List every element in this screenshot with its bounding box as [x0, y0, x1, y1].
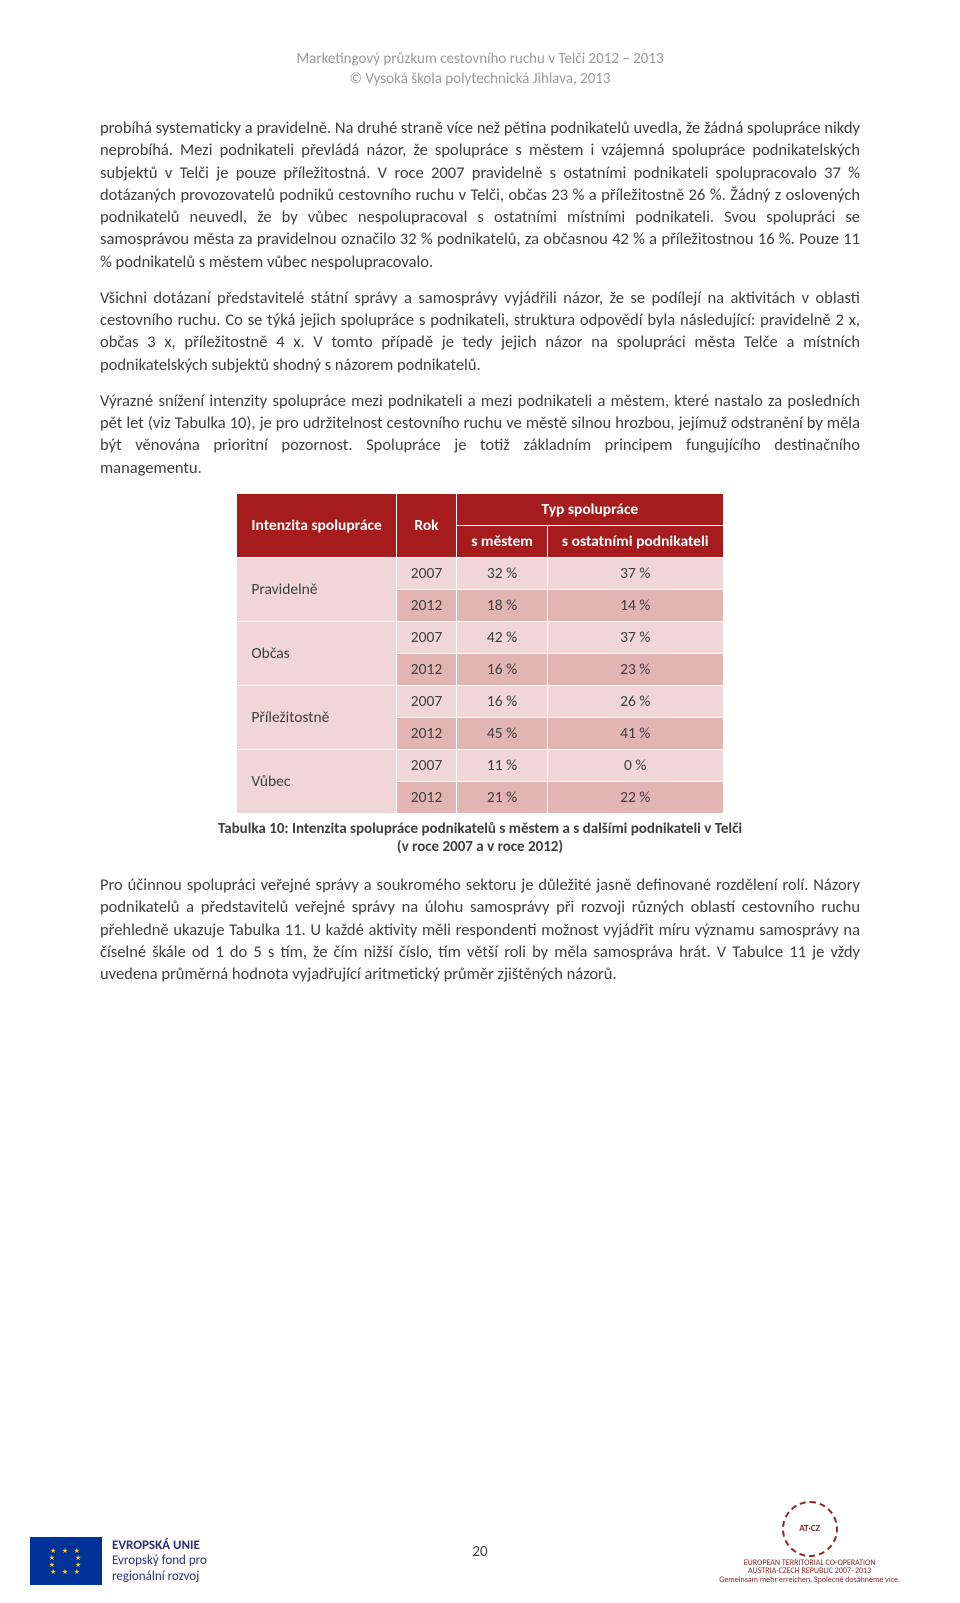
table-cell: 14 % — [547, 589, 723, 621]
th-coop-type: Typ spolupráce — [457, 493, 723, 525]
table-cell: 2012 — [396, 717, 456, 749]
table-cell: 22 % — [547, 781, 723, 813]
table-cell: 2007 — [396, 749, 456, 781]
eu-text-1: EVROPSKÁ UNIE — [112, 1538, 207, 1554]
header-line-1: Marketingový průzkum cestovního ruchu v … — [100, 50, 860, 70]
table-cell: 2007 — [396, 685, 456, 717]
table-cell: 0 % — [547, 749, 723, 781]
table-cell: 45 % — [457, 717, 548, 749]
eu-text-3: regionální rozvoj — [112, 1569, 207, 1585]
eu-logo: ★ ★ ★★ ★★ ★★ ★ ★ EVROPSKÁ UNIE Evropský … — [30, 1537, 207, 1585]
coop-line-3: Gemeinsam mehr erreichen. Spolecně dosáh… — [719, 1576, 900, 1585]
table-cell: 2007 — [396, 621, 456, 653]
eu-flag-icon: ★ ★ ★★ ★★ ★★ ★ ★ — [30, 1537, 102, 1585]
th-other-biz: s ostatními podnikateli — [547, 525, 723, 557]
footer-logos: ★ ★ ★★ ★★ ★★ ★ ★ EVROPSKÁ UNIE Evropský … — [0, 1501, 960, 1585]
caption-line-2: (v roce 2007 a v roce 2012) — [100, 838, 860, 856]
table-cell: 37 % — [547, 621, 723, 653]
table-cell: 42 % — [457, 621, 548, 653]
page-header: Marketingový průzkum cestovního ruchu v … — [100, 50, 860, 89]
table-cell: 26 % — [547, 685, 723, 717]
table-cell: 41 % — [547, 717, 723, 749]
table-caption: Tabulka 10: Intenzita spolupráce podnika… — [100, 820, 860, 856]
th-intensity: Intenzita spolupráce — [237, 493, 396, 557]
table-cell: 2012 — [396, 653, 456, 685]
row-label: Občas — [237, 621, 396, 685]
table-cell: 32 % — [457, 557, 548, 589]
eu-text-2: Evropský fond pro — [112, 1553, 207, 1569]
paragraph-3: Výrazné snížení intenzity spolupráce mez… — [100, 390, 860, 479]
table-cell: 16 % — [457, 685, 548, 717]
table-cell: 2012 — [396, 781, 456, 813]
th-year: Rok — [396, 493, 456, 557]
paragraph-1: probíhá systematicky a pravidelně. Na dr… — [100, 117, 860, 273]
row-label: Pravidelně — [237, 557, 396, 621]
row-label: Příležitostně — [237, 685, 396, 749]
table-cell: 37 % — [547, 557, 723, 589]
table-cell: 21 % — [457, 781, 548, 813]
header-line-2: © Vysoká škola polytechnická Jihlava, 20… — [100, 70, 860, 90]
row-label: Vůbec — [237, 749, 396, 813]
table-cell: 23 % — [547, 653, 723, 685]
th-city: s městem — [457, 525, 548, 557]
table-cell: 18 % — [457, 589, 548, 621]
caption-line-1: Tabulka 10: Intenzita spolupráce podnika… — [100, 820, 860, 838]
cooperation-table: Intenzita spolupráce Rok Typ spolupráce … — [236, 493, 723, 814]
table-cell: 11 % — [457, 749, 548, 781]
paragraph-2: Všichni dotázaní představitelé státní sp… — [100, 287, 860, 376]
paragraph-4: Pro účinnou spolupráci veřejné správy a … — [100, 874, 860, 985]
coop-circle-icon: AT·CZ — [782, 1501, 838, 1557]
table-cell: 16 % — [457, 653, 548, 685]
table-cell: 2007 — [396, 557, 456, 589]
table-cell: 2012 — [396, 589, 456, 621]
coop-logo: AT·CZ EUROPEAN TERRITORIAL CO-OPERATION … — [719, 1501, 900, 1585]
